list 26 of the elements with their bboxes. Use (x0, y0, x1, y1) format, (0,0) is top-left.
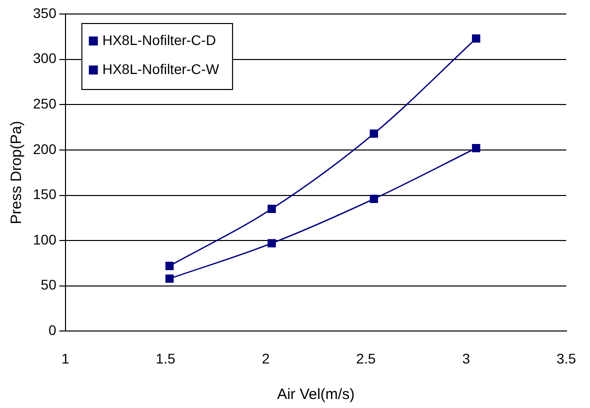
x-tick-label: 1 (61, 350, 70, 366)
y-tick-label: 250 (33, 95, 57, 112)
x-axis-title: Air Vel(m/s) (277, 386, 355, 404)
y-tick-label: 200 (33, 140, 57, 157)
y-tick-label: 350 (33, 4, 57, 21)
legend-label: HX8L-Nofilter-C-W (102, 60, 220, 77)
x-tick-label: 3.5 (556, 350, 576, 366)
x-tick-label: 2 (262, 350, 270, 366)
point (268, 204, 276, 213)
y-tick-label: 100 (33, 231, 57, 248)
y-tick-label: 150 (33, 186, 57, 202)
point (370, 194, 378, 204)
point (165, 274, 174, 283)
point (165, 262, 174, 270)
x-tick-label: 2.5 (356, 350, 376, 366)
point (472, 34, 480, 43)
y-axis-title: Press Drop(Pa) (8, 120, 26, 224)
point (472, 144, 480, 152)
x-tick-label: 3 (462, 350, 470, 366)
point (268, 239, 276, 248)
y-tick-label: 300 (33, 50, 57, 66)
x-tick-label: 1.5 (156, 350, 176, 366)
y-tick-label: 50 (40, 276, 57, 293)
point (370, 129, 378, 138)
y-tick-label: 0 (48, 322, 57, 338)
legend-label: HX8L-Nofilter-C-D (102, 32, 216, 48)
